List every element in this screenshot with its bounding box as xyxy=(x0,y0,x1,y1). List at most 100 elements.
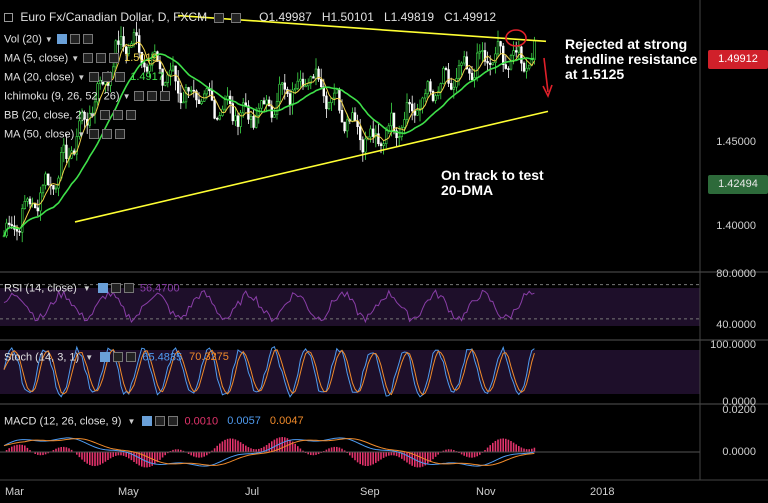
macd-hist-bar xyxy=(174,449,177,453)
candle-body xyxy=(507,68,510,70)
eye-icon[interactable] xyxy=(56,34,67,45)
close-icon[interactable] xyxy=(115,72,126,83)
settings-icon[interactable] xyxy=(147,91,158,102)
close-icon[interactable] xyxy=(126,110,137,121)
chevron-down-icon[interactable]: ▼ xyxy=(82,284,91,293)
candle-body xyxy=(2,235,6,238)
candle-body xyxy=(408,102,411,105)
indicator-row[interactable]: MA (50, close) ▼ xyxy=(4,128,128,141)
macd-hist-bar xyxy=(21,444,23,453)
indicator-row[interactable]: BB (20, close, 2) ▼ xyxy=(4,109,139,122)
chevron-down-icon[interactable]: ▼ xyxy=(122,92,131,101)
close-icon[interactable] xyxy=(115,129,126,140)
x-label-may: May xyxy=(118,486,139,498)
settings-icon[interactable] xyxy=(214,13,225,24)
eye-icon[interactable] xyxy=(100,352,111,363)
candle-body xyxy=(527,64,531,69)
macd-hist-bar xyxy=(312,452,315,456)
eye-icon[interactable] xyxy=(100,110,111,121)
macd-hist-bar xyxy=(390,452,393,456)
chevron-down-icon[interactable]: ▼ xyxy=(85,353,94,362)
macd-signal-line xyxy=(3,438,535,466)
candle-body xyxy=(364,138,367,153)
settings-icon[interactable] xyxy=(96,53,107,64)
eye-icon[interactable] xyxy=(89,72,100,83)
macd-hist-bar xyxy=(234,439,237,453)
chevron-down-icon[interactable]: ▼ xyxy=(127,417,136,426)
close-icon[interactable] xyxy=(123,283,134,294)
macd-hist-bar xyxy=(317,452,320,455)
macd-hist-bar xyxy=(232,438,234,453)
macd-hist-bar xyxy=(11,446,13,453)
candle-body xyxy=(99,79,102,84)
candle-body xyxy=(288,93,292,106)
settings-icon[interactable] xyxy=(69,34,80,45)
close-icon[interactable] xyxy=(109,53,120,64)
chevron-down-icon[interactable]: ▼ xyxy=(77,73,86,82)
eye-icon[interactable] xyxy=(97,283,108,294)
macd-hist-bar xyxy=(528,449,530,453)
chevron-down-icon[interactable]: ▼ xyxy=(71,54,80,63)
eye-icon[interactable] xyxy=(134,91,145,102)
rsi-value: 56.4700 xyxy=(139,282,180,295)
macd-hist-bar xyxy=(297,446,299,453)
macd-hist-bar xyxy=(128,452,130,459)
settings-icon[interactable] xyxy=(113,110,124,121)
macd-hist-bar xyxy=(208,452,211,454)
last-price-tag: 1.49912 xyxy=(708,50,768,69)
macd-hist-bar xyxy=(164,452,166,456)
eye-icon[interactable] xyxy=(89,129,100,140)
macd-hist-bar xyxy=(146,452,148,468)
candle-body xyxy=(260,100,263,109)
close-icon[interactable] xyxy=(82,34,93,45)
chevron-down-icon[interactable]: ▼ xyxy=(88,111,97,120)
macd-hist-bar xyxy=(104,452,107,462)
close-icon[interactable] xyxy=(168,416,179,427)
macd-level-zero: 0.0000 xyxy=(722,446,756,458)
ohlc-close-key: C xyxy=(444,10,453,24)
candle-body xyxy=(397,136,401,139)
candle-body xyxy=(179,92,182,104)
candle-body xyxy=(145,66,149,72)
candle-body xyxy=(442,67,445,84)
indicator-row[interactable]: Ichimoku (9, 26, 52, 26) ▼ xyxy=(4,90,173,103)
macd-hist-bar xyxy=(427,452,429,464)
eye-icon[interactable] xyxy=(142,416,153,427)
settings-icon[interactable] xyxy=(102,129,113,140)
close-icon[interactable] xyxy=(160,91,171,102)
candle-body xyxy=(125,46,128,54)
macd-hist-bar xyxy=(200,452,203,458)
candle-body xyxy=(509,54,513,70)
macd-hist-bar xyxy=(172,449,174,453)
chevron-down-icon[interactable]: ▼ xyxy=(44,35,53,44)
macd-value: 0.0057 xyxy=(227,415,261,428)
settings-icon[interactable] xyxy=(110,283,121,294)
ohlc-low: 1.49819 xyxy=(390,10,435,24)
candle-body xyxy=(312,76,315,79)
close-icon[interactable] xyxy=(126,352,137,363)
candle-body xyxy=(171,65,175,71)
settings-icon[interactable] xyxy=(102,72,113,83)
close-icon[interactable] xyxy=(230,13,241,24)
candle-body xyxy=(20,208,24,233)
candle-body xyxy=(192,89,195,92)
macd-hist-bar xyxy=(5,449,8,453)
collapse-icon[interactable] xyxy=(4,13,13,22)
candle-body xyxy=(52,185,55,190)
macd-hist-bar xyxy=(24,445,26,453)
candle-body xyxy=(242,102,245,114)
candle-body xyxy=(158,61,162,70)
macd-hist-bar xyxy=(42,452,44,456)
chevron-down-icon[interactable]: ▼ xyxy=(77,130,86,139)
settings-icon[interactable] xyxy=(113,352,124,363)
settings-icon[interactable] xyxy=(155,416,166,427)
eye-icon[interactable] xyxy=(83,53,94,64)
macd-hist-bar xyxy=(520,447,523,453)
candle-body xyxy=(345,119,349,132)
indicator-row[interactable]: MA (5, close) ▼ 1.5019 xyxy=(4,52,158,65)
macd-hist-bar xyxy=(242,443,244,453)
indicator-row[interactable]: MA (20, close) ▼ 1.4917 xyxy=(4,71,164,84)
macd-hist-bar xyxy=(78,452,81,458)
indicator-row[interactable]: Vol (20) ▼ xyxy=(4,33,96,46)
